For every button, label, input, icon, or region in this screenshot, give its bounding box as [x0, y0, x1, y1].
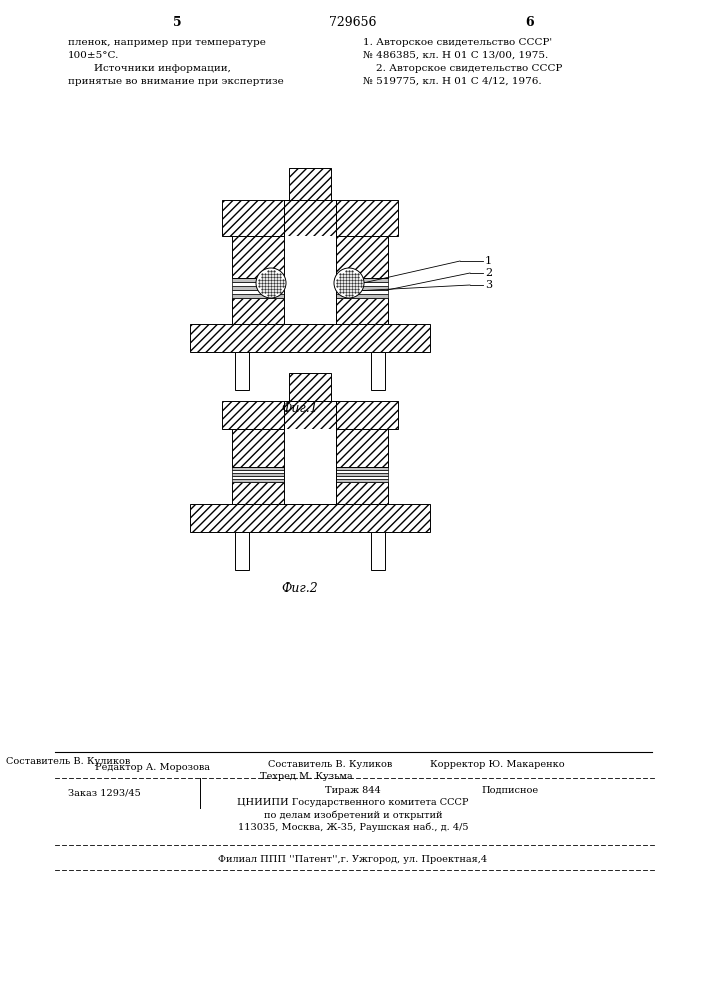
Text: 1: 1: [485, 256, 492, 266]
Bar: [284, 429, 336, 504]
Bar: [284, 240, 336, 278]
Text: 5: 5: [173, 16, 181, 29]
Text: Подписное: Подписное: [481, 786, 539, 795]
Bar: [232, 482, 284, 504]
Text: Корректор Ю. Макаренко: Корректор Ю. Макаренко: [430, 760, 565, 769]
Text: 1. Авторское свидетельство СССР': 1. Авторское свидетельство СССР': [363, 38, 552, 47]
Text: Фиг.1: Фиг.1: [281, 401, 318, 414]
Bar: [232, 294, 284, 298]
Text: по делам изобретений и открытий: по делам изобретений и открытий: [264, 810, 443, 820]
Bar: [190, 504, 430, 532]
Bar: [289, 373, 331, 401]
Text: 113035, Москва, Ж-35, Раушская наб., д. 4/5: 113035, Москва, Ж-35, Раушская наб., д. …: [238, 822, 468, 832]
Bar: [284, 236, 336, 324]
Text: 3: 3: [485, 280, 492, 290]
Bar: [232, 282, 284, 286]
Bar: [232, 429, 284, 467]
Bar: [190, 324, 430, 352]
Bar: [232, 286, 284, 290]
Bar: [336, 282, 388, 286]
Bar: [232, 290, 284, 294]
Bar: [336, 473, 388, 476]
Bar: [336, 467, 388, 470]
Circle shape: [256, 268, 286, 298]
Bar: [232, 470, 284, 473]
Bar: [336, 476, 388, 479]
Text: Составитель В. Куликов: Составитель В. Куликов: [268, 760, 392, 769]
Bar: [232, 236, 284, 278]
Bar: [232, 473, 284, 476]
Bar: [235, 352, 249, 390]
Text: № 519775, кл. Н 01 С 4/12, 1976.: № 519775, кл. Н 01 С 4/12, 1976.: [363, 77, 542, 86]
Bar: [336, 278, 388, 282]
Bar: [371, 532, 385, 570]
Bar: [336, 429, 388, 467]
Bar: [232, 476, 284, 479]
Text: Филиал ППП ''Патент'',г. Ужгород, ул. Проектная,4: Филиал ППП ''Патент'',г. Ужгород, ул. Пр…: [218, 855, 488, 864]
Text: № 486385, кл. Н 01 С 13/00, 1975.: № 486385, кл. Н 01 С 13/00, 1975.: [363, 51, 548, 60]
Bar: [289, 168, 331, 200]
Text: ЦНИИПИ Государственного комитета СССР: ЦНИИПИ Государственного комитета СССР: [238, 798, 469, 807]
Text: принятые во внимание при экспертизе: принятые во внимание при экспертизе: [68, 77, 284, 86]
Bar: [222, 401, 398, 429]
Text: Техред М. Кузьма: Техред М. Кузьма: [260, 772, 353, 781]
Bar: [232, 278, 284, 282]
Text: 6: 6: [526, 16, 534, 29]
Text: 2. Авторское свидетельство СССР: 2. Авторское свидетельство СССР: [363, 64, 562, 73]
Bar: [336, 290, 388, 294]
Bar: [336, 236, 388, 278]
Bar: [336, 286, 388, 290]
Text: Тираж 844: Тираж 844: [325, 786, 381, 795]
Bar: [336, 482, 388, 504]
Bar: [371, 352, 385, 390]
Text: Составитель В. Куликов: Составитель В. Куликов: [6, 756, 130, 766]
Text: 2: 2: [485, 268, 492, 278]
Bar: [336, 298, 388, 324]
Bar: [284, 437, 336, 467]
Bar: [232, 467, 284, 470]
Circle shape: [334, 268, 364, 298]
Bar: [336, 294, 388, 298]
Bar: [232, 479, 284, 482]
Bar: [336, 470, 388, 473]
Text: Редактор А. Морозова: Редактор А. Морозова: [95, 764, 210, 772]
Bar: [222, 200, 398, 236]
Bar: [232, 298, 284, 324]
Text: 100±5°C.: 100±5°C.: [68, 51, 119, 60]
Bar: [336, 479, 388, 482]
Text: Заказ 1293/45: Заказ 1293/45: [68, 788, 141, 798]
Text: Источники информации,: Источники информации,: [68, 64, 231, 73]
Text: 729656: 729656: [329, 16, 377, 29]
Text: пленок, например при температуре: пленок, например при температуре: [68, 38, 266, 47]
Text: Фиг.2: Фиг.2: [281, 582, 318, 594]
Bar: [235, 532, 249, 570]
